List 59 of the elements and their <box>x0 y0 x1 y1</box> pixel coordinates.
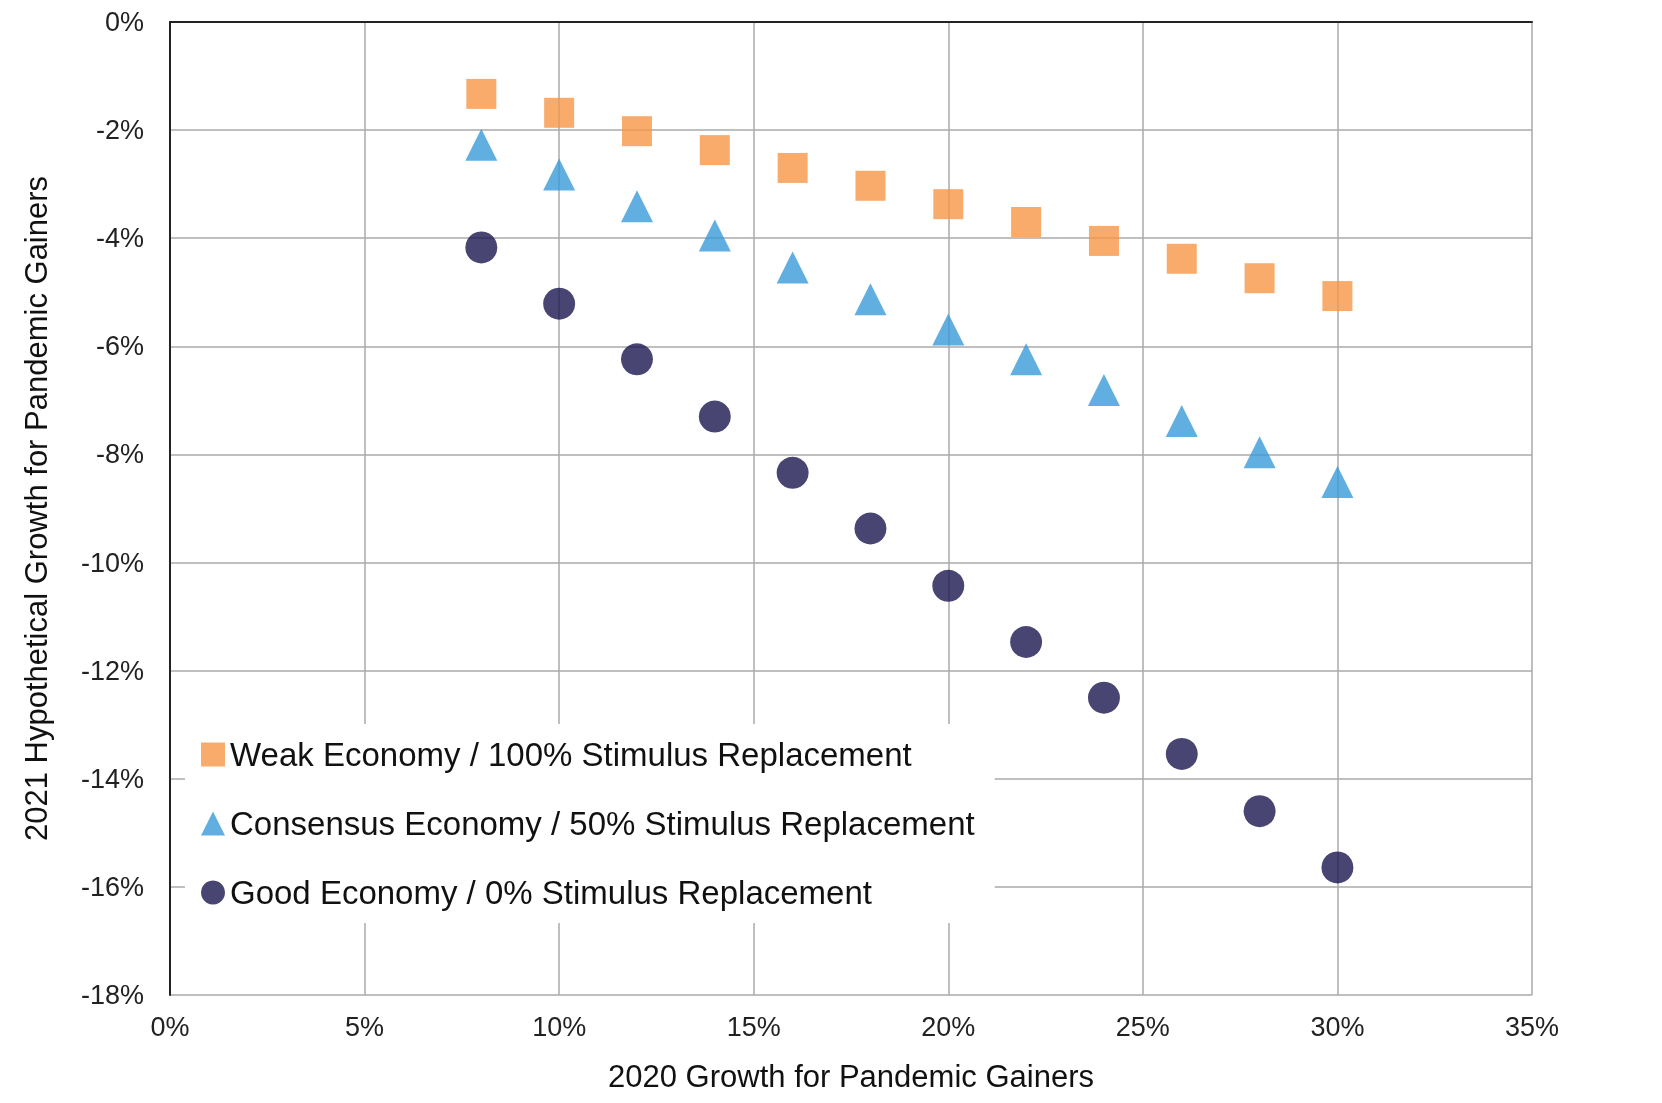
x-tick-label: 10% <box>532 1011 587 1042</box>
point <box>1322 281 1353 312</box>
point <box>466 78 497 109</box>
y-tick-label: -4% <box>95 223 144 254</box>
point <box>1244 263 1275 294</box>
point <box>1011 207 1042 238</box>
point <box>1321 466 1354 499</box>
point <box>1165 737 1198 770</box>
point <box>932 569 965 602</box>
point <box>621 116 652 147</box>
x-tick-label: 15% <box>726 1011 781 1042</box>
point <box>543 287 576 320</box>
point <box>855 170 886 201</box>
point <box>1010 626 1043 659</box>
point <box>1243 795 1276 828</box>
point <box>1166 243 1197 274</box>
point <box>465 128 498 161</box>
point <box>621 343 653 376</box>
point <box>465 231 498 264</box>
point <box>544 97 575 128</box>
point <box>1165 404 1198 437</box>
y-tick-label: -18% <box>80 980 144 1010</box>
x-tick-label: 35% <box>1504 1011 1560 1042</box>
point <box>1010 343 1043 376</box>
y-tick-label: -6% <box>95 331 144 362</box>
x-tick-label: 30% <box>1310 1011 1365 1042</box>
point <box>543 158 576 191</box>
point <box>620 190 653 223</box>
point <box>698 400 731 433</box>
y-tick-label: -10% <box>80 547 144 578</box>
point <box>932 313 965 346</box>
point <box>776 456 809 489</box>
point <box>854 283 887 316</box>
point <box>854 512 887 545</box>
point <box>1088 225 1119 256</box>
y-tick-label: -16% <box>80 871 144 902</box>
y-axis-title: 2021 Hypothetical Growth for Pandemic Gainers <box>19 175 54 842</box>
x-tick-label: 20% <box>921 1011 976 1042</box>
x-tick-label: 5% <box>345 1011 385 1042</box>
point <box>933 189 964 220</box>
y-tick-label: 0% <box>104 7 144 37</box>
x-tick-label: 0% <box>150 1011 190 1042</box>
y-tick-label: -12% <box>80 655 144 686</box>
legend-label: Weak Economy / 100% Stimulus Replacement <box>230 736 912 773</box>
point <box>1087 681 1120 714</box>
point <box>699 135 730 166</box>
x-axis-title: 2020 Growth for Pandemic Gainers <box>608 1059 1094 1094</box>
point <box>777 152 808 183</box>
point <box>1243 436 1276 469</box>
y-tick-label: -8% <box>95 439 144 470</box>
point <box>776 251 809 284</box>
y-tick-label: -2% <box>95 115 144 146</box>
legend-label: Consensus Economy / 50% Stimulus Replacement <box>230 805 975 842</box>
y-tick-label: -14% <box>80 763 144 794</box>
legend-label: Good Economy / 0% Stimulus Replacement <box>230 874 872 911</box>
x-tick-label: 25% <box>1115 1011 1170 1042</box>
point <box>1321 851 1354 884</box>
point <box>1087 374 1120 407</box>
point <box>698 219 731 252</box>
